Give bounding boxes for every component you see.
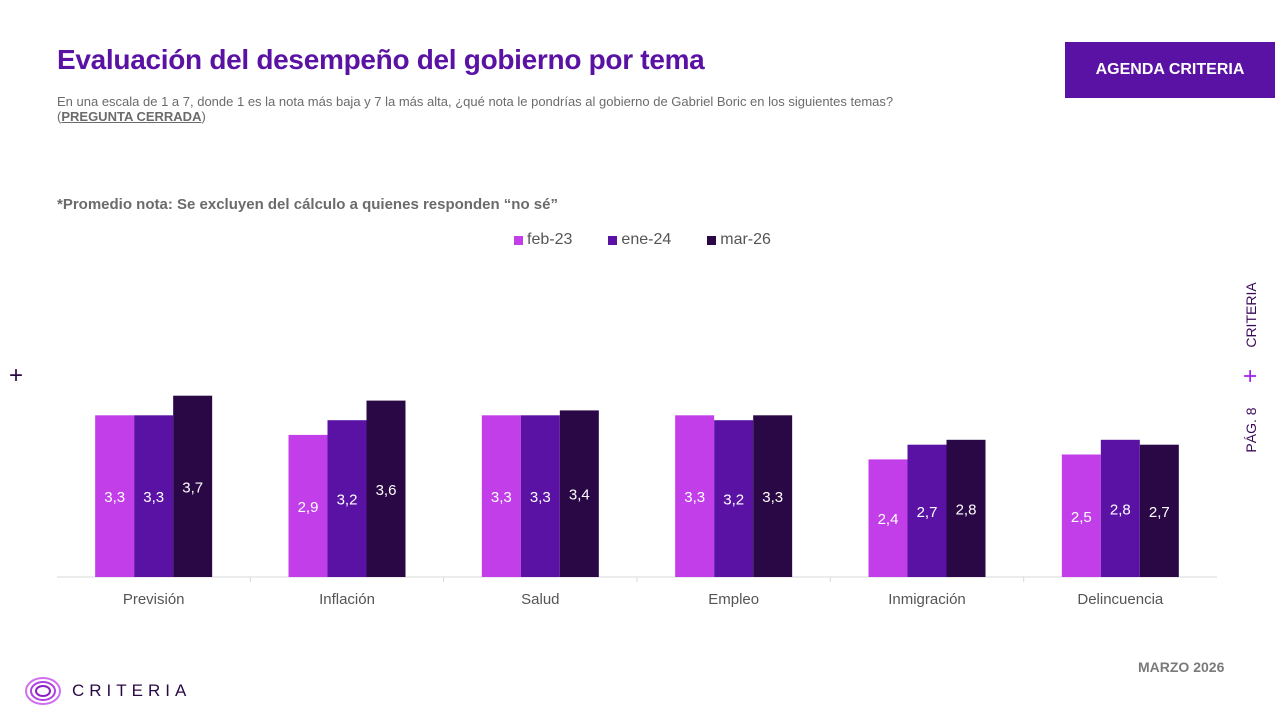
plus-icon: + [9, 362, 24, 389]
report-date: MARZO 2026 [1138, 659, 1225, 675]
bar-ene-24 [714, 420, 754, 577]
data-label: 3,7 [182, 479, 203, 496]
category-label: Inmigración [888, 591, 966, 608]
bar-ene-24 [520, 415, 560, 577]
data-label: 3,2 [723, 492, 744, 509]
data-label: 2,5 [1071, 509, 1092, 526]
data-label: 2,9 [298, 499, 319, 516]
bar-mar-26 [753, 415, 793, 577]
bar-mar-26 [946, 439, 986, 577]
bar-feb-23 [1061, 454, 1101, 577]
question-body: En una escala de 1 a 7, donde 1 es la no… [57, 94, 894, 124]
data-label: 2,8 [956, 501, 977, 518]
chart-legend: feb-23 ene-24 mar-26 [0, 231, 1275, 249]
question-end: ) [201, 109, 206, 124]
plus-icon: + [1237, 368, 1264, 384]
legend-item-ene-24: ene-24 [608, 231, 671, 249]
bar-ene-24 [907, 444, 947, 577]
legend-item-feb-23: feb-23 [514, 231, 572, 249]
category-label: Previsión [123, 591, 185, 608]
logo-text: CRITERIA [72, 681, 192, 700]
page-number: PÁG. 8 [1243, 407, 1259, 453]
data-label: 3,2 [337, 492, 358, 509]
legend-swatch [514, 235, 524, 245]
category-label: Salud [521, 591, 559, 608]
agenda-criteria-badge: AGENDA CRITERIA [1065, 42, 1275, 98]
bar-feb-23 [481, 415, 521, 577]
legend-label: ene-24 [621, 231, 672, 248]
data-label: 3,3 [143, 489, 164, 506]
bar-ene-24 [327, 420, 367, 577]
bar-mar-26 [559, 410, 599, 577]
data-label: 3,3 [762, 489, 783, 506]
legend-label: feb-23 [527, 231, 573, 248]
criteria-logo: CRITERIA [24, 676, 191, 706]
data-label: 3,6 [376, 482, 397, 499]
bar-mar-26 [1139, 444, 1179, 577]
bar-mar-26 [366, 400, 406, 577]
category-label: Empleo [708, 591, 759, 608]
bar-feb-23 [288, 434, 328, 577]
side-label: CRITERIA + PÁG. 8 [1236, 280, 1266, 460]
data-label: 2,4 [878, 511, 899, 528]
legend-swatch [608, 235, 618, 245]
category-label: Inflación [319, 591, 375, 608]
bar-mar-26 [173, 395, 213, 577]
legend-label: mar-26 [720, 231, 771, 248]
data-label: 3,3 [491, 489, 512, 506]
question-type-link[interactable]: PREGUNTA CERRADA [61, 109, 202, 124]
data-label: 3,4 [569, 487, 590, 504]
data-label: 3,3 [104, 489, 125, 506]
bar-ene-24 [1100, 439, 1140, 577]
chart-note: *Promedio nota: Se excluyen del cálculo … [57, 196, 558, 213]
legend-item-mar-26: mar-26 [707, 231, 771, 249]
page-title: Evaluación del desempeño del gobierno po… [57, 44, 705, 75]
data-label: 2,7 [917, 504, 938, 521]
legend-swatch [707, 235, 717, 245]
bar-feb-23 [675, 415, 715, 577]
category-label: Delincuencia [1077, 591, 1164, 608]
data-label: 3,3 [530, 489, 551, 506]
side-brand: CRITERIA [1243, 282, 1259, 348]
bar-ene-24 [134, 415, 174, 577]
bar-feb-23 [868, 459, 908, 577]
question-text: En una escala de 1 a 7, donde 1 es la no… [57, 94, 957, 124]
data-label: 2,8 [1110, 501, 1131, 518]
bar-feb-23 [95, 415, 135, 577]
data-label: 3,3 [684, 489, 705, 506]
data-label: 2,7 [1149, 504, 1170, 521]
criteria-logo-icon [25, 677, 61, 705]
